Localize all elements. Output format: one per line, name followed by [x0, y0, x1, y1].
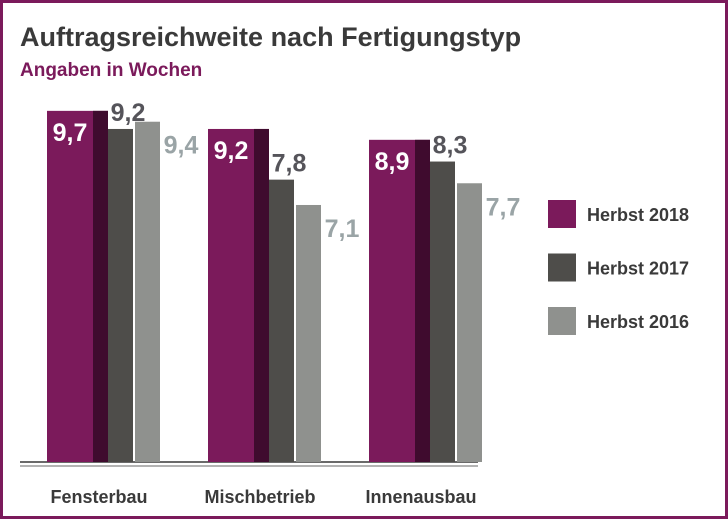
legend-label: Herbst 2017 — [587, 259, 689, 279]
x-tick-label: Innenausbau — [365, 487, 476, 507]
bar — [430, 161, 455, 463]
value-label: 9,4 — [164, 132, 199, 160]
value-label: 9,7 — [53, 119, 88, 147]
x-tick-label: Mischbetrieb — [204, 487, 315, 507]
legend-label: Herbst 2018 — [587, 205, 689, 225]
x-tick-label: Fensterbau — [50, 487, 147, 507]
bar — [108, 128, 133, 462]
chart-subtitle: Angaben in Wochen — [20, 60, 202, 81]
bar — [269, 179, 294, 462]
legend-swatch — [548, 200, 576, 228]
value-label: 7,1 — [325, 215, 360, 243]
value-label: 7,8 — [272, 150, 307, 178]
bar — [135, 121, 160, 462]
bar — [296, 204, 321, 463]
value-label: 9,2 — [214, 137, 249, 165]
value-label: 8,3 — [433, 132, 468, 160]
bar-side — [93, 110, 108, 463]
bar-side — [415, 139, 430, 462]
bar-side — [254, 128, 269, 462]
legend-swatch — [548, 307, 576, 335]
value-label: 7,7 — [486, 193, 521, 221]
bar — [457, 183, 482, 462]
value-label: 8,9 — [375, 148, 410, 176]
chart-title: Auftragsreichweite nach Fertigungstyp — [20, 22, 521, 52]
legend-swatch — [548, 253, 576, 282]
legend-label: Herbst 2016 — [587, 312, 689, 332]
